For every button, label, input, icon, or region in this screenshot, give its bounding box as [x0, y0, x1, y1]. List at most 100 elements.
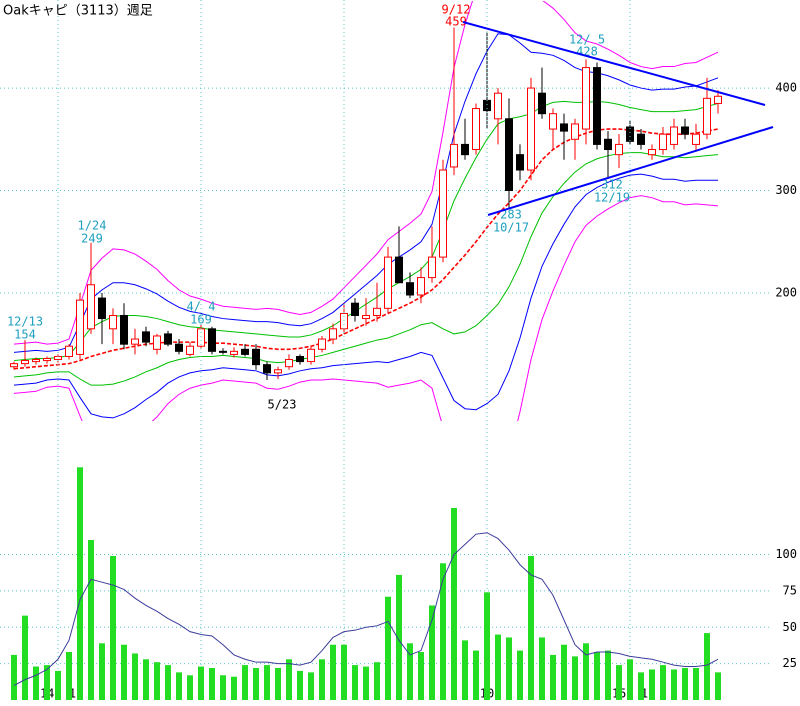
volume-bar	[330, 644, 336, 700]
volume-bar	[110, 556, 116, 700]
volume-bar	[473, 650, 479, 700]
candle-body	[285, 359, 293, 368]
candle-body	[186, 345, 194, 355]
volume-bar	[671, 669, 677, 700]
candle-body	[417, 277, 425, 296]
volume-bar	[319, 659, 325, 700]
candle-body	[483, 99, 491, 112]
candle-body	[472, 108, 480, 151]
candle-body	[21, 360, 29, 365]
volume-bar	[418, 652, 424, 700]
candle-body	[10, 363, 18, 368]
volume-bar	[143, 659, 149, 700]
volume-bar	[396, 574, 402, 700]
volume-bar	[44, 665, 50, 700]
volume-bar	[440, 563, 446, 700]
volume-bar	[242, 665, 248, 700]
volume-bar	[528, 556, 534, 700]
candle-body	[615, 143, 623, 156]
volume-bar	[550, 654, 556, 700]
volume-bar	[429, 605, 435, 700]
candle-body	[439, 169, 447, 258]
candle-body	[395, 256, 403, 284]
candle-body	[230, 350, 238, 355]
volume-bar	[198, 666, 204, 700]
candle-body	[318, 338, 326, 350]
y-tick-label: 300	[775, 183, 797, 197]
annotation-value: 312	[601, 178, 623, 192]
candle-body	[571, 123, 579, 140]
candle-body	[329, 328, 337, 340]
candle-body	[450, 143, 458, 168]
candle-body	[164, 333, 172, 345]
volume-bar	[616, 665, 622, 700]
trend-line	[462, 21, 766, 106]
candle-body	[43, 358, 51, 362]
trend-line	[487, 126, 774, 216]
annotation-date: 5/23	[268, 398, 297, 412]
candle-body	[197, 328, 205, 347]
candle-body	[406, 282, 414, 296]
volume-bar	[462, 640, 468, 700]
volume-bar	[55, 670, 61, 700]
volume-bar	[220, 675, 226, 700]
chart-title: Oakキャピ（3113）週足	[3, 4, 153, 19]
volume-bar	[638, 672, 644, 700]
volume-bar	[539, 637, 545, 700]
volume-bar	[407, 643, 413, 700]
candle-body	[296, 355, 304, 363]
volume-bar	[484, 592, 490, 700]
candle-body	[593, 67, 601, 145]
candle-body	[109, 314, 117, 330]
candle-body	[703, 97, 711, 135]
candle-body	[362, 314, 370, 320]
volume-bar	[297, 670, 303, 700]
indicator-line	[13, 173, 718, 419]
price-lines	[13, 1, 719, 421]
volume-bar	[77, 467, 83, 700]
annotation-date: 1/24	[78, 219, 107, 233]
candle-body	[65, 345, 73, 357]
volume-bar	[99, 643, 105, 700]
candle-body	[681, 126, 689, 135]
annotation-value: 459	[445, 15, 467, 29]
candle-body	[351, 302, 359, 316]
annotation-date: 9/12	[442, 3, 471, 17]
candle-body	[131, 338, 139, 345]
volume-bar	[154, 662, 160, 700]
candle-body	[120, 314, 128, 345]
candle-body	[153, 335, 161, 350]
candle-body	[494, 92, 502, 120]
y-tick-label: 400	[775, 81, 797, 95]
candle-body	[659, 133, 667, 151]
candle-body	[307, 348, 315, 363]
volume-bar	[693, 668, 699, 700]
candle-body	[582, 67, 590, 130]
trend-lines	[462, 21, 774, 216]
candle-body	[241, 348, 249, 355]
candle-body	[373, 307, 381, 316]
volume-bar	[132, 653, 138, 700]
volume-bar	[682, 668, 688, 700]
volume-bar	[187, 675, 193, 700]
candle-body	[175, 343, 183, 352]
volume-bar	[352, 665, 358, 700]
annotation-value: 249	[81, 232, 103, 246]
volume-bar	[660, 665, 666, 700]
y-tick-label: 200	[775, 285, 797, 299]
volume-bar	[308, 672, 314, 700]
volume-bar	[627, 659, 633, 700]
candle-body	[142, 331, 150, 343]
candle-body	[98, 297, 106, 320]
candle-body	[527, 87, 535, 171]
y-tick-label: 50	[783, 620, 797, 634]
candle-body	[219, 350, 227, 353]
volume-bar	[286, 659, 292, 700]
candle-body	[714, 95, 722, 104]
candle-body	[648, 149, 656, 156]
candle-body	[461, 143, 469, 156]
volume-bar	[22, 615, 28, 700]
volume-bar	[594, 652, 600, 700]
